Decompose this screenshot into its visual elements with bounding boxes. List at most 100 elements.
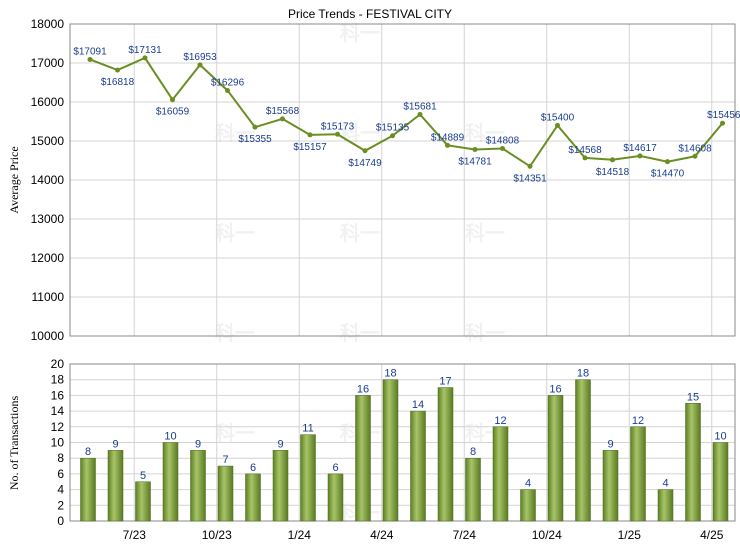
- transactions-y-tick-label: 4: [57, 483, 64, 497]
- price-y-tick-label: 15000: [31, 134, 65, 148]
- watermark-text: 科一: [340, 221, 380, 245]
- transactions-bar: [382, 379, 399, 522]
- transactions-data-label: 14: [412, 399, 424, 411]
- price-y-axis-label: Average Price: [7, 146, 21, 213]
- price-data-label: $14808: [486, 135, 520, 146]
- watermark-text: 科一: [340, 321, 380, 345]
- transactions-data-label: 18: [384, 368, 396, 380]
- transactions-bar: [80, 457, 96, 522]
- transactions-bar: [245, 473, 261, 522]
- price-series: $17091 $16818 $17131 $16059 $16953 $16296 $153…: [73, 45, 740, 184]
- price-data-label: $14749: [348, 158, 382, 169]
- price-y-tick-label: 13000: [31, 212, 65, 226]
- price-data-label: $15173: [321, 121, 355, 132]
- price-point: [280, 116, 285, 122]
- transactions-plot-area: [69, 363, 736, 522]
- x-tick-label: 4/24: [370, 528, 394, 542]
- price-data-label: $14781: [458, 157, 492, 168]
- transactions-data-label: 6: [332, 462, 338, 474]
- transactions-data-label: 15: [687, 391, 699, 403]
- transactions-bar: [685, 403, 701, 522]
- price-point: [252, 124, 258, 130]
- price-data-label: $14617: [623, 143, 657, 154]
- price-point: [417, 111, 423, 117]
- transactions-data-label: 16: [357, 383, 369, 395]
- price-data-label: $15681: [403, 101, 437, 112]
- x-tick-label: 10/24: [532, 528, 562, 542]
- transactions-bar: [107, 450, 124, 522]
- price-y-tick-label: 14000: [31, 173, 65, 187]
- transactions-y-tick-label: 12: [51, 420, 65, 434]
- price-y-tick-label: 18000: [31, 17, 65, 31]
- transactions-data-label: 8: [85, 446, 91, 458]
- price-point: [582, 155, 588, 161]
- price-point: [197, 62, 203, 68]
- price-data-label: $16818: [101, 77, 135, 88]
- price-data-label: $14568: [568, 145, 602, 156]
- transactions-data-label: 9: [112, 438, 118, 450]
- watermark-text: 科一: [215, 421, 255, 445]
- transactions-data-label: 9: [607, 438, 613, 450]
- transactions-bar: [355, 395, 371, 522]
- price-y-tick-label: 16000: [31, 95, 65, 109]
- transactions-data-label: 9: [277, 438, 283, 450]
- price-data-label: $17131: [128, 45, 162, 56]
- price-data-label: $16059: [156, 107, 190, 118]
- transactions-data-label: 10: [164, 431, 176, 443]
- transactions-bar: [272, 450, 289, 522]
- price-point: [307, 132, 313, 138]
- transactions-bar: [190, 450, 206, 522]
- price-point: [142, 55, 148, 61]
- transactions-bar: [520, 489, 536, 522]
- price-data-label: $15456: [707, 110, 740, 121]
- price-point: [637, 153, 643, 159]
- price-y-tick-label: 10000: [31, 329, 65, 343]
- transactions-bar: [657, 489, 674, 522]
- price-point: [390, 133, 395, 139]
- transactions-data-label: 8: [470, 446, 476, 458]
- price-y-tick-label: 12000: [31, 251, 65, 265]
- watermark-text: 科一: [465, 221, 505, 245]
- price-point: [500, 145, 505, 151]
- price-data-label: $14608: [678, 143, 712, 154]
- transactions-data-label: 10: [714, 431, 726, 443]
- price-data-label: $14518: [596, 167, 630, 178]
- transactions-data-label: 12: [632, 415, 644, 427]
- price-plot-area: [69, 23, 736, 337]
- transactions-y-tick-label: 0: [57, 514, 64, 528]
- price-point: [610, 157, 615, 163]
- watermark-text: 科一: [465, 321, 505, 345]
- price-data-label: $15135: [376, 123, 410, 134]
- transactions-y-axis-label: No. of Transactions: [7, 396, 21, 491]
- chart-title: Price Trends - FESTIVAL CITY: [288, 7, 452, 21]
- price-point: [170, 97, 175, 103]
- x-tick-label: 7/24: [453, 528, 477, 542]
- watermark-text: 科一: [340, 21, 380, 45]
- transactions-y-tick-label: 2: [57, 498, 64, 512]
- x-tick-label: 7/23: [123, 528, 147, 542]
- price-point: [720, 120, 725, 126]
- transactions-data-label: 18: [577, 368, 589, 380]
- transactions-bar: [575, 379, 591, 522]
- price-data-label: $15568: [266, 106, 300, 117]
- price-data-label: $16296: [211, 77, 245, 88]
- x-tick-label: 10/23: [202, 528, 232, 542]
- transactions-data-label: 7: [222, 454, 228, 466]
- x-tick-label: 1/25: [618, 528, 642, 542]
- price-y-tick-label: 17000: [31, 56, 65, 70]
- transactions-y-tick-label: 18: [51, 373, 65, 387]
- price-point: [555, 122, 560, 128]
- transactions-data-label: 4: [662, 478, 668, 490]
- transactions-bar: [547, 395, 564, 522]
- transactions-series: 8 9 5 10 9 7 6 9 11 6 16 18 14 17 8 12 4 16 18 9 12 4 15 10: [80, 368, 729, 522]
- price-data-label: $14470: [651, 169, 685, 180]
- price-point: [115, 67, 120, 73]
- x-tick-label: 4/25: [700, 528, 724, 542]
- price-data-label: $17091: [73, 46, 107, 57]
- watermark-text: 科一: [215, 221, 255, 245]
- transactions-bar: [300, 434, 316, 522]
- transactions-bar: [410, 410, 426, 522]
- transactions-y-tick-label: 10: [51, 436, 65, 450]
- transactions-bar: [217, 465, 234, 522]
